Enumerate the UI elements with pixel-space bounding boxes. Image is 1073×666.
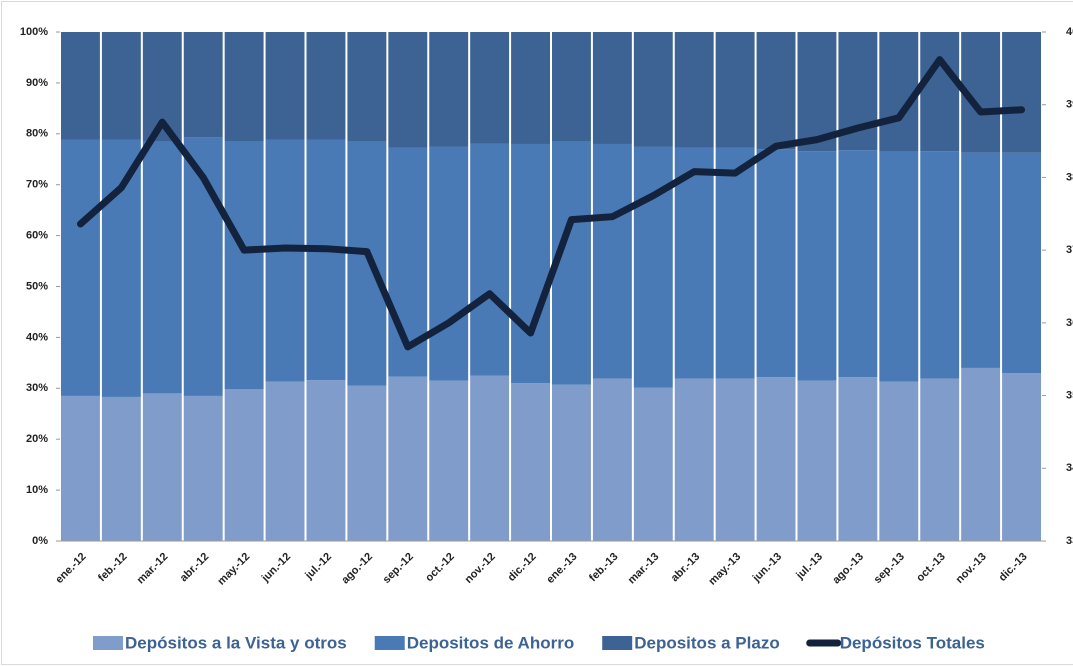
bar-segment [1002,152,1041,374]
bar-segment [265,32,305,140]
legend-label: Depositos de Ahorro [407,633,575,652]
y2-tick-label: 3800 [1066,171,1073,183]
y-tick-label: 20% [26,433,48,445]
bar-segment [61,395,100,541]
y-tick-label: 90% [26,77,48,89]
bar-segment [142,141,182,394]
bar-segment [347,385,387,541]
y2-tick-label: 3500 [1066,389,1073,401]
bar-segment [388,376,428,541]
bar-segment [429,146,469,381]
legend-swatch [93,636,123,650]
bar-segment [920,32,960,152]
bar-segment [1002,32,1041,153]
y-tick-label: 40% [26,331,48,343]
bar-segment [838,377,878,541]
y-tick-label: 100% [20,26,48,38]
bar-segment [674,147,714,379]
bar-segment [592,378,632,541]
bar-segment [633,146,673,388]
bar-segment [61,32,100,140]
bar-segment [592,32,632,144]
y-tick-label: 60% [26,230,48,242]
bar-segment [674,32,714,148]
legend-label: Depositos a Plazo [634,633,779,652]
bar-segment [470,375,510,541]
bar-segment [920,378,960,541]
bar-segment [470,143,510,376]
bar-segment [306,32,346,140]
bar-segment [879,151,919,382]
bar-segment [101,396,141,541]
bar-segment [347,141,387,386]
bar-segment [961,152,1001,368]
bar-segment [183,32,223,138]
bar-segment [61,139,100,396]
bar-segment [183,395,223,541]
bar-segment [633,387,673,541]
bar-segment [306,139,346,381]
bar-segment [674,378,714,541]
legend-label: Depósitos a la Vista y otros [125,633,347,652]
bar-segment [756,149,796,378]
bar-segment [633,32,673,147]
bar-segment [224,32,264,142]
y-tick-label: 50% [26,280,48,292]
bar-segment [265,381,305,541]
y-tick-label: 10% [26,484,48,496]
legend-swatch [374,636,405,650]
y2-tick-label: 3600 [1066,317,1073,329]
y-tick-label: 30% [26,382,48,394]
bar-segment [306,380,346,541]
bar-segment [879,381,919,541]
bar-segment [224,389,264,541]
legend-swatch [602,636,633,650]
bar-segment [511,32,550,144]
bar-segment [552,32,591,142]
y-tick-label: 0% [32,535,48,547]
bar-segment [920,151,960,379]
bar-segment [756,377,796,541]
bar-segment [470,32,510,144]
bar-segment [592,143,632,379]
bar-segment [715,147,755,379]
y2-tick-label: 3300 [1066,535,1073,547]
bar-segment [879,32,919,152]
y-tick-label: 70% [26,179,48,191]
bar-segment [715,32,755,148]
bar-segment [961,367,1001,541]
y2-tick-label: 3400 [1066,462,1073,474]
bar-segment [101,32,141,140]
y2-tick-label: 4000 [1066,26,1073,38]
y-tick-label: 80% [26,128,48,140]
y2-tick-label: 3900 [1066,99,1073,111]
bar-segment [552,384,591,541]
bar-segment [797,380,837,541]
bar-segment [797,32,837,152]
line [76,56,1026,351]
bar-segment [715,378,755,541]
bar-segment [101,139,141,397]
bar-segment [1002,373,1041,541]
y2-tick-label: 3700 [1066,244,1073,256]
bar-segment [265,139,305,382]
bar-segment [797,151,837,381]
bar-segment [838,150,878,378]
bar-segment [347,32,387,142]
bar-segment [429,32,469,147]
bar-segment [388,32,428,148]
bar-segment [511,383,550,541]
bar-segment [224,141,264,390]
bar-segment [511,143,550,384]
bar-segment [756,32,796,150]
bar-segment [142,393,182,541]
bar-segment [429,380,469,541]
legend-label: Depósitos Totales [840,633,985,652]
